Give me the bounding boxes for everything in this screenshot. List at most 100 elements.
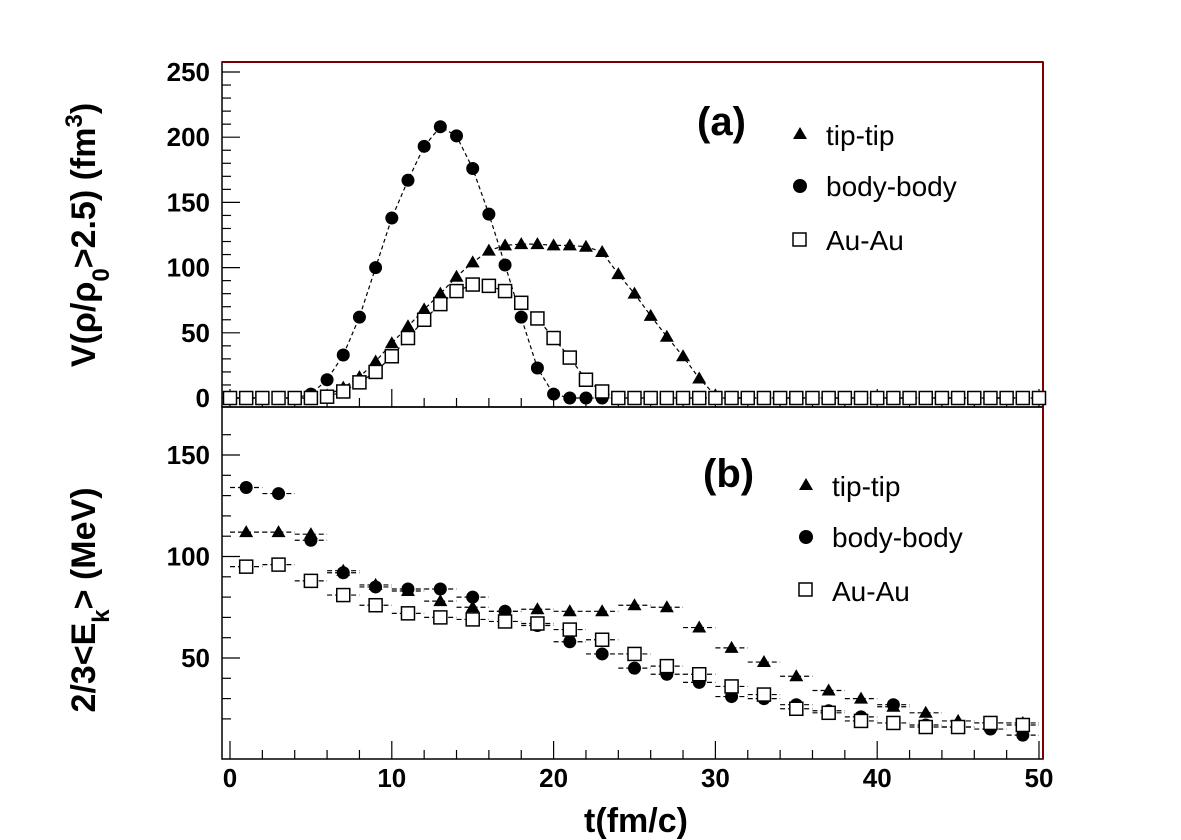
panel-b-frame <box>221 406 1044 760</box>
data-point-tip-tip <box>546 238 561 251</box>
data-point-au-au <box>368 364 383 380</box>
legend-a-tip-tip-marker <box>793 127 807 139</box>
data-point-au-au <box>303 390 319 406</box>
data-point-tip-tip <box>530 237 545 250</box>
data-point-au-au <box>902 390 917 406</box>
data-point-au-au <box>627 646 642 662</box>
panel-a: 0 50 100 150 200 250 (a) tip-tip body-body Au… <box>61 57 1047 413</box>
data-point-tip-tip <box>465 255 480 268</box>
data-point-au-au <box>562 350 578 365</box>
series-line-body-body <box>230 126 1039 399</box>
data-point-tip-tip <box>756 655 771 668</box>
data-point-body-body <box>369 580 383 594</box>
y-tick-label: 150 <box>167 187 210 217</box>
data-point-body-body <box>433 120 447 134</box>
x-tick-label: 20 <box>539 763 568 793</box>
data-point-tip-tip <box>676 349 691 362</box>
data-point-au-au <box>627 390 642 406</box>
data-point-body-body <box>401 582 415 596</box>
x-tick-label: 40 <box>863 763 892 793</box>
data-point-au-au <box>238 390 254 406</box>
data-point-tip-tip <box>562 238 577 251</box>
data-point-tip-tip <box>562 604 577 617</box>
data-point-au-au <box>1031 390 1047 406</box>
data-point-body-body <box>563 391 577 405</box>
data-point-au-au <box>837 390 853 406</box>
data-point-tip-tip <box>627 286 642 299</box>
panel-b: 50 100 150 (b) tip-tip body-body Au-Au 2/3… <box>65 406 1044 760</box>
data-point-tip-tip <box>368 354 383 367</box>
data-point-au-au <box>497 614 513 629</box>
legend-a-au-au-marker <box>792 232 807 247</box>
panel-b-legend: tip-tip body-body Au-Au <box>798 471 963 607</box>
y-tick-label: 50 <box>181 318 210 348</box>
data-point-au-au <box>789 390 804 406</box>
data-point-au-au <box>287 390 302 406</box>
data-point-au-au <box>643 390 658 406</box>
data-point-tip-tip <box>659 329 674 342</box>
panel-a-label: (a) <box>697 100 746 144</box>
data-point-au-au <box>675 390 691 406</box>
x-tick-label: 10 <box>377 763 406 793</box>
data-point-au-au <box>869 390 885 406</box>
x-tick-labels: 0 10 20 30 40 50 <box>223 763 1054 793</box>
data-point-au-au <box>821 390 836 406</box>
x-tick-label: 30 <box>701 763 730 793</box>
data-point-au-au <box>708 390 723 406</box>
data-point-au-au <box>805 390 820 406</box>
data-point-body-body <box>628 661 641 675</box>
data-point-au-au <box>983 715 998 731</box>
legend-b-tip-tip-label: tip-tip <box>832 471 900 502</box>
data-point-au-au <box>967 390 982 406</box>
data-point-au-au <box>352 375 367 390</box>
data-point-body-body <box>498 258 512 272</box>
data-point-tip-tip <box>498 238 513 251</box>
data-point-au-au <box>983 390 998 406</box>
data-point-au-au <box>999 390 1014 406</box>
data-point-au-au <box>918 719 933 735</box>
y-tick-label: 0 <box>196 383 210 413</box>
data-point-body-body <box>563 635 577 649</box>
data-point-tip-tip <box>384 336 399 349</box>
data-point-au-au <box>222 390 238 406</box>
data-point-body-body <box>595 647 609 661</box>
panel-b-ticks: 50 100 150 <box>167 434 1040 759</box>
y-tick-label: 100 <box>167 542 210 572</box>
data-point-au-au <box>530 616 545 631</box>
y-tick-label: 200 <box>167 122 210 152</box>
legend-a-body-body-label: body-body <box>826 171 957 202</box>
data-point-body-body <box>450 129 464 143</box>
data-point-tip-tip <box>239 525 254 538</box>
data-point-tip-tip <box>530 602 545 615</box>
data-point-body-body <box>579 391 593 405</box>
data-point-tip-tip <box>789 669 804 682</box>
x-tick-label: 0 <box>223 763 237 793</box>
legend-a-body-body-marker <box>793 179 807 193</box>
legend-b-au-au-label: Au-Au <box>832 576 910 607</box>
legend-a-au-au-label: Au-Au <box>826 225 904 256</box>
data-point-au-au <box>659 390 675 406</box>
data-point-tip-tip <box>611 267 626 280</box>
data-point-tip-tip <box>481 243 496 256</box>
data-point-au-au <box>255 390 270 406</box>
data-point-tip-tip <box>692 371 707 384</box>
data-point-tip-tip <box>433 594 448 607</box>
data-point-au-au <box>756 390 772 406</box>
data-point-body-body <box>320 373 334 387</box>
data-point-tip-tip <box>918 705 933 718</box>
data-point-au-au <box>562 622 578 637</box>
data-point-body-body <box>369 261 383 275</box>
data-point-au-au <box>789 701 804 716</box>
data-point-au-au <box>546 330 561 346</box>
data-point-au-au <box>756 687 772 702</box>
data-point-au-au <box>530 311 545 326</box>
data-point-body-body <box>336 348 350 362</box>
data-point-body-body <box>466 161 480 175</box>
data-point-au-au <box>594 384 610 399</box>
data-point-body-body <box>886 698 900 712</box>
data-point-au-au <box>740 390 756 406</box>
data-point-tip-tip <box>692 620 707 633</box>
data-point-au-au <box>368 597 383 613</box>
series-line-au-au <box>230 283 1039 399</box>
